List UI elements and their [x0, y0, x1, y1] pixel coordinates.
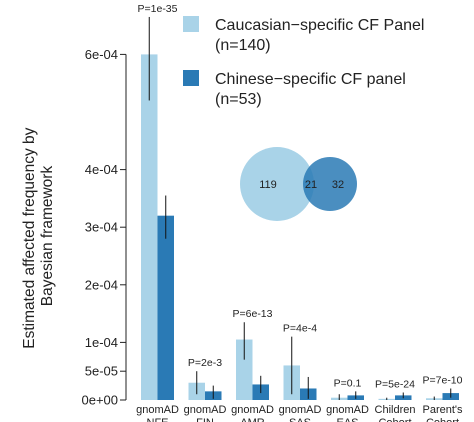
bar-caucasian — [141, 54, 158, 401]
category-label: gnomAD — [136, 404, 179, 416]
venn-circle-chinese — [303, 157, 357, 211]
bar-caucasian — [236, 339, 253, 400]
y-axis-title: Estimated affected frequency by Bayesian… — [21, 123, 56, 348]
legend-count-caucasian: (n=140) — [215, 37, 271, 54]
y-tick-label: 6e-04 — [85, 47, 118, 62]
p-value-label: P=5e-24 — [375, 379, 415, 391]
y-axis-title-line-2: Bayesian framework — [39, 166, 56, 307]
p-value-label: P=6e-13 — [233, 308, 273, 320]
venn-overlap-count: 21 — [305, 179, 317, 191]
p-value-label: P=2e-3 — [188, 357, 222, 369]
y-tick-label: 4e-04 — [85, 162, 118, 177]
y-axis-title-line-1: Estimated affected frequency by — [21, 127, 38, 348]
legend-count-chinese: (n=53) — [215, 91, 262, 108]
category-label: Parent's — [422, 404, 463, 416]
bar-chinese — [157, 215, 174, 400]
p-value-label: P=0.1 — [334, 377, 362, 389]
venn-circle-caucasian — [240, 147, 314, 221]
legend-label-caucasian: Caucasian−specific CF Panel — [215, 17, 424, 34]
category-label-line2: AMR — [240, 417, 265, 422]
p-value-label: P=1e-35 — [138, 3, 178, 15]
legend-label-chinese: Chinese−specific CF panel — [215, 71, 406, 88]
y-tick-label: 5e-05 — [85, 364, 118, 379]
y-tick-label: 2e-04 — [85, 277, 118, 292]
p-value-label: P=7e-10 — [423, 374, 463, 386]
category-label-line2: SAS — [289, 417, 311, 422]
category-label: gnomAD — [279, 404, 322, 416]
y-axis: 0e+00 5e-05 1e-04 2e-04 3e-04 4e-04 6e-04 — [81, 47, 127, 408]
y-tick-label: 0e+00 — [81, 393, 118, 408]
legend: Caucasian−specific CF Panel (n=140) Chin… — [183, 16, 424, 108]
venn-right-count: 32 — [332, 179, 344, 191]
category-label: gnomAD — [231, 404, 274, 416]
category-label-line2: NFE — [147, 417, 169, 422]
category-label: gnomAD — [326, 404, 369, 416]
category-label-line2: Cohort — [426, 417, 459, 422]
bars — [141, 16, 459, 401]
y-tick-label: 1e-04 — [85, 335, 118, 350]
category-label: gnomAD — [184, 404, 227, 416]
venn-left-count: 119 — [259, 179, 277, 191]
y-tick-label: 3e-04 — [85, 220, 118, 235]
legend-swatch-caucasian — [183, 16, 199, 32]
venn-diagram: 119 21 32 — [240, 147, 357, 221]
category-label: Children — [375, 404, 416, 416]
category-labels: P=1e-35gnomADNFEP=2e-3gnomADFINP=6e-13gn… — [136, 3, 463, 422]
category-label-line2: EAS — [336, 417, 358, 422]
category-label-line2: FIN — [196, 417, 214, 422]
legend-swatch-chinese — [183, 70, 199, 86]
p-value-label: P=4e-4 — [283, 323, 317, 335]
category-label-line2: Cohort — [378, 417, 411, 422]
